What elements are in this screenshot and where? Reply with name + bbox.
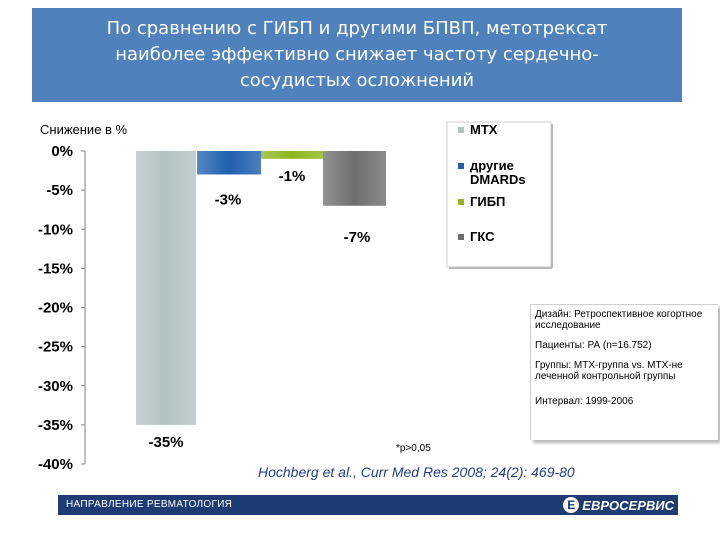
logo-text: ЕВРОСЕРВИС: [582, 498, 674, 513]
y-tick-label: -35%: [38, 417, 73, 434]
footer-label: НАПРАВЛЕНИЕ РЕВМАТОЛОГИЯ: [66, 499, 232, 510]
legend-label-2: DMARDs: [470, 172, 526, 187]
legend-label-1: МТХ: [470, 122, 498, 137]
legend-swatch-2: [458, 163, 464, 169]
reference-citation: Hochberg et al., Curr Med Res 2008; 24(2…: [258, 464, 575, 480]
legend-label-4: ГКС: [470, 229, 495, 244]
legend-label-2: другие: [470, 158, 514, 173]
info-groups: Группы: МТХ-группа vs. МТХ-не леченной к…: [535, 360, 714, 382]
significance-note: *p>0,05: [396, 443, 431, 454]
y-tick-label: -25%: [38, 339, 73, 356]
legend-swatch-4: [458, 234, 464, 240]
y-tick-label: -30%: [38, 378, 73, 395]
legend-swatch-1: [458, 127, 464, 133]
y-tick-label: -15%: [38, 260, 73, 277]
bar-3: [261, 151, 323, 159]
bar-1: [136, 151, 196, 425]
info-design: Дизайн: Ретроспективное когортное исслед…: [535, 309, 714, 331]
info-interval: Интервал: 1999-2006: [535, 396, 714, 407]
y-tick-label: -10%: [38, 221, 73, 238]
legend-label-3: ГИБП: [470, 194, 505, 209]
bar-2: [197, 151, 261, 174]
data-label-1: -35%: [148, 434, 183, 451]
info-patients: Пациенты: РА (n=16.752): [535, 340, 714, 351]
company-logo: Е ЕВРОСЕРВИС: [563, 496, 674, 514]
legend-swatch-3: [458, 199, 464, 205]
footer-bar: НАПРАВЛЕНИЕ РЕВМАТОЛОГИЯ Е ЕВРОСЕРВИС: [58, 495, 678, 515]
logo-mark-icon: Е: [563, 497, 579, 513]
study-info-box: Дизайн: Ретроспективное когортное исслед…: [530, 304, 718, 440]
data-label-3: -1%: [279, 168, 306, 185]
y-tick-label: -40%: [38, 456, 73, 473]
bar-4: [323, 151, 386, 206]
y-tick-label: -5%: [46, 182, 73, 199]
y-tick-label: 0%: [51, 143, 73, 160]
y-tick-label: -20%: [38, 300, 73, 317]
data-label-2: -3%: [215, 191, 242, 208]
data-label-4: -7%: [344, 229, 371, 246]
